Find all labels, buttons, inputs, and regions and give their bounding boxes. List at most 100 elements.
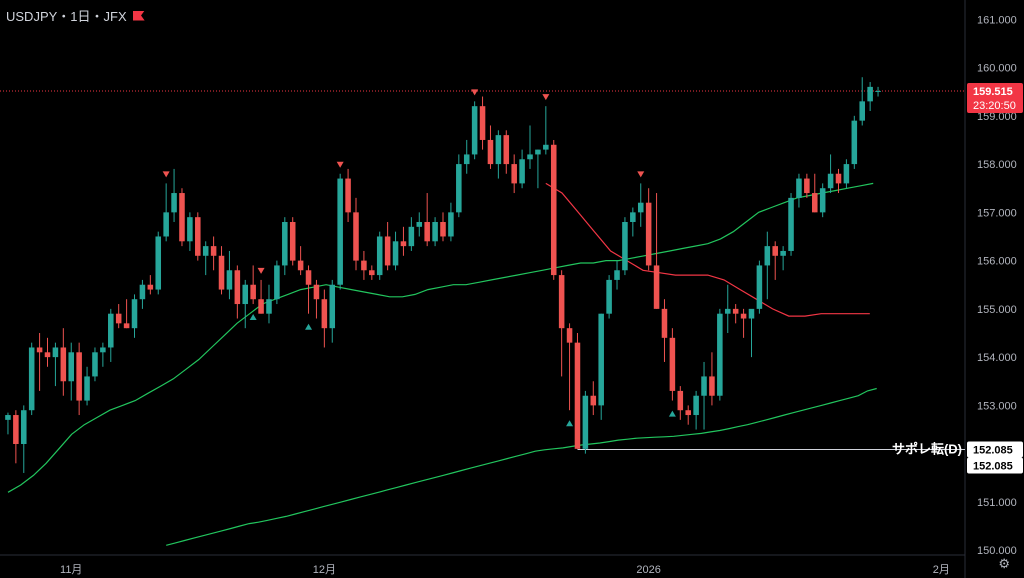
candle-body [139, 284, 146, 300]
candle-body [875, 90, 881, 92]
candle-body [463, 154, 470, 165]
price-tick-label: 158.000 [977, 159, 1017, 171]
price-tick-label: 161.000 [977, 14, 1017, 26]
candle-body [653, 265, 660, 309]
time-tick-label: 2月 [933, 564, 950, 576]
current-price-tag-bg [967, 82, 1023, 113]
candle-body [598, 313, 604, 406]
sell-marker [257, 267, 265, 274]
candle-body [44, 352, 51, 358]
candle-body [218, 255, 225, 290]
candle-body [487, 139, 494, 165]
price-tick-label: 150.000 [977, 545, 1017, 557]
buy-marker [566, 420, 574, 427]
candle-body [827, 173, 834, 189]
candle-body [503, 135, 510, 165]
candle-body [100, 347, 106, 353]
candle-body [622, 222, 628, 271]
price-tick-label: 157.000 [977, 207, 1017, 219]
flag-icon[interactable] [132, 10, 145, 21]
buy-marker [249, 314, 257, 321]
chart-title[interactable]: USDJPY・1日・JFX [6, 6, 145, 25]
candle-body [337, 178, 343, 285]
candle-body [123, 323, 130, 329]
sell-marker [162, 171, 170, 178]
candle-body [84, 376, 90, 401]
candle-body [60, 347, 67, 382]
candle-body [313, 284, 320, 300]
sell-marker [336, 161, 344, 168]
support-price-tag-2-bg [967, 457, 1023, 474]
support-price-tag: 152.085 [973, 445, 1013, 457]
candle-body [384, 236, 391, 266]
candle-body [788, 197, 794, 251]
candle-body [574, 342, 581, 449]
candle-body [661, 308, 668, 338]
candle-body [297, 260, 304, 271]
candle-body [756, 265, 763, 309]
candle-body [495, 135, 502, 165]
sell-marker [637, 171, 645, 178]
price-tick-label: 153.000 [977, 400, 1017, 412]
candle-body [234, 270, 241, 305]
candle-body [266, 299, 272, 314]
candle-body [155, 236, 162, 290]
candle-body [5, 415, 11, 420]
candle-body [195, 217, 201, 256]
sell-marker [471, 89, 479, 96]
candle-body [21, 410, 27, 444]
candle-body [645, 202, 652, 266]
candle-body [52, 347, 59, 358]
countdown-tag: 23:20:50 [973, 100, 1016, 112]
candle-body [187, 217, 193, 242]
candle-body [550, 144, 557, 276]
candle-body [329, 284, 336, 329]
candle-body [685, 410, 691, 416]
candle-body [376, 236, 383, 276]
candle-body [582, 395, 589, 449]
candle-body [28, 347, 35, 411]
candle-body [274, 265, 280, 300]
candle-body [804, 178, 810, 194]
candle-body [543, 144, 549, 150]
candle-body [709, 376, 715, 396]
candle-body [724, 308, 731, 314]
candle-body [637, 202, 644, 213]
candle-body [479, 106, 486, 140]
candle-body [258, 299, 264, 314]
support-price-tag-2: 152.085 [973, 461, 1013, 473]
candle-body [772, 246, 778, 256]
ma-short-line [7, 182, 874, 493]
gear-icon[interactable]: ⚙ [998, 556, 1010, 571]
support-price-tag-bg [967, 441, 1023, 458]
candle-body [202, 246, 209, 256]
candle-body [147, 284, 154, 290]
candle-body [614, 270, 620, 280]
candle-body [171, 193, 177, 213]
candle-body [519, 159, 525, 184]
candle-body [669, 337, 676, 391]
candle-body [511, 164, 517, 184]
candle-body [558, 275, 565, 329]
price-tick-label: 154.000 [977, 352, 1017, 364]
candle-body [92, 352, 98, 377]
candle-body [369, 270, 375, 276]
candle-body [527, 154, 533, 160]
candle-body [867, 86, 873, 102]
candle-body [432, 222, 438, 242]
time-tick-label: 2026 [636, 564, 660, 576]
candle-body [819, 188, 826, 213]
candle-body [835, 173, 842, 184]
candle-body [606, 279, 612, 314]
candle-body [345, 178, 351, 213]
candle-body [630, 212, 636, 222]
sell-marker [542, 94, 550, 101]
price-tick-label: 159.000 [977, 111, 1017, 123]
candle-body [535, 149, 541, 155]
candle-body [179, 193, 185, 242]
candle-body [321, 299, 328, 329]
candle-body [796, 178, 802, 198]
candle-body [210, 246, 217, 256]
candle-body [76, 352, 82, 401]
